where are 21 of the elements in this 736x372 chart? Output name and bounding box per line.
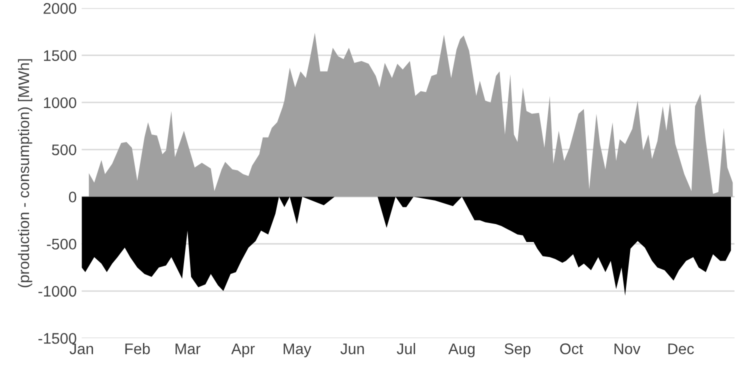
x-tick-label: Jun (340, 344, 364, 354)
y-tick-label: 0 (68, 192, 76, 202)
x-tick-label: Jan (70, 344, 94, 354)
y-tick-label: 1500 (44, 50, 76, 62)
y-tick-label: 500 (52, 144, 76, 156)
x-tick-label: Jul (396, 343, 416, 354)
x-tick-label: Feb (125, 343, 150, 354)
x-tick-label: Mar (176, 344, 200, 354)
y-axis-title: (production - consumption) [MWh] (18, 59, 32, 288)
x-tick-label: May (284, 344, 312, 358)
x-tick-label: Nov (614, 344, 640, 354)
y-tick-label: 2000 (44, 3, 76, 14)
x-tick-label: Dec (668, 344, 694, 354)
x-tick-label: Apr (231, 344, 255, 358)
y-tick-label: -500 (46, 238, 76, 250)
x-tick-label: Sep (504, 343, 530, 358)
y-tick-label: -1500 (38, 333, 76, 344)
x-tick-label: Aug (448, 344, 475, 358)
y-tick-label: 1000 (44, 97, 76, 108)
x-tick-label: Oct (560, 343, 584, 354)
y-tick-label: -1000 (38, 286, 76, 297)
